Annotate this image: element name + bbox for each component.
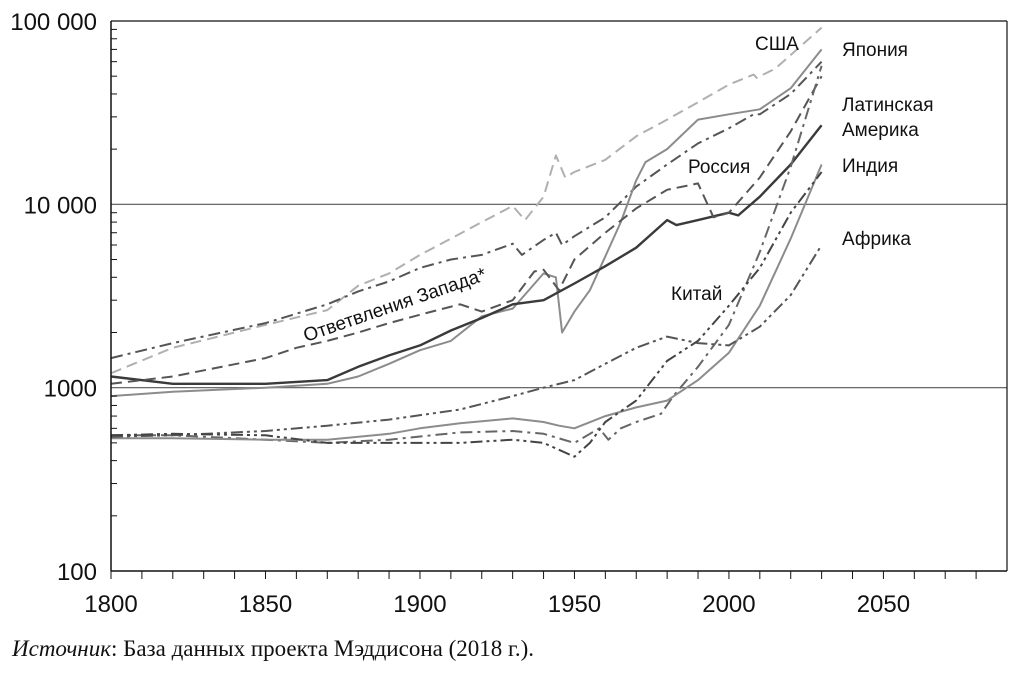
- x-tick-label-4: 2000: [702, 591, 755, 618]
- label-latin-america-2: Америка: [842, 120, 919, 141]
- series-line-3: [110, 124, 823, 385]
- label-africa: Африка: [842, 229, 911, 250]
- series-line-1: [110, 61, 823, 360]
- source-note: Источник: База данных проекта Мэддисона …: [12, 636, 534, 662]
- income-chart: 1800 1850 1900 1950 2000 2050 100 1000 10 000 100…: [10, 9, 1008, 618]
- x-tick-label-3: 1950: [548, 591, 601, 618]
- series-line-5: [111, 65, 823, 444]
- series-line-6: [111, 164, 823, 441]
- x-tick-label-0: 1800: [84, 591, 137, 618]
- y-tick-label-3: 100 000: [10, 9, 97, 36]
- series-line-0: [110, 26, 823, 375]
- series-line-7: [110, 244, 823, 438]
- source-text: : База данных проекта Мэддисона (2018 г.…: [110, 636, 535, 661]
- source-prefix: Источник: [12, 636, 111, 661]
- series-line-4: [110, 75, 823, 385]
- label-india: Индия: [842, 156, 898, 177]
- x-tick-label-1: 1850: [239, 591, 292, 618]
- label-russia: Россия: [688, 157, 750, 178]
- y-tick-label-2: 10 000: [24, 192, 97, 219]
- label-layer: США Япония Латинская Америка Индия Росси…: [301, 34, 934, 347]
- label-latin-america-1: Латинская: [842, 95, 934, 116]
- label-china: Китай: [671, 284, 722, 305]
- label-japan: Япония: [842, 40, 908, 61]
- y-tick-label-1: 1000: [44, 376, 97, 403]
- y-tick-label-0: 100: [57, 559, 97, 586]
- series-layer: [110, 26, 823, 458]
- axis-layer: 1800 1850 1900 1950 2000 2050 100 1000 10 000 100…: [10, 9, 1008, 618]
- label-usa: США: [755, 34, 799, 55]
- series-line-8: [110, 171, 823, 458]
- x-tick-label-5: 2050: [857, 591, 910, 618]
- series-line-2: [110, 48, 823, 398]
- x-tick-label-2: 1900: [393, 591, 446, 618]
